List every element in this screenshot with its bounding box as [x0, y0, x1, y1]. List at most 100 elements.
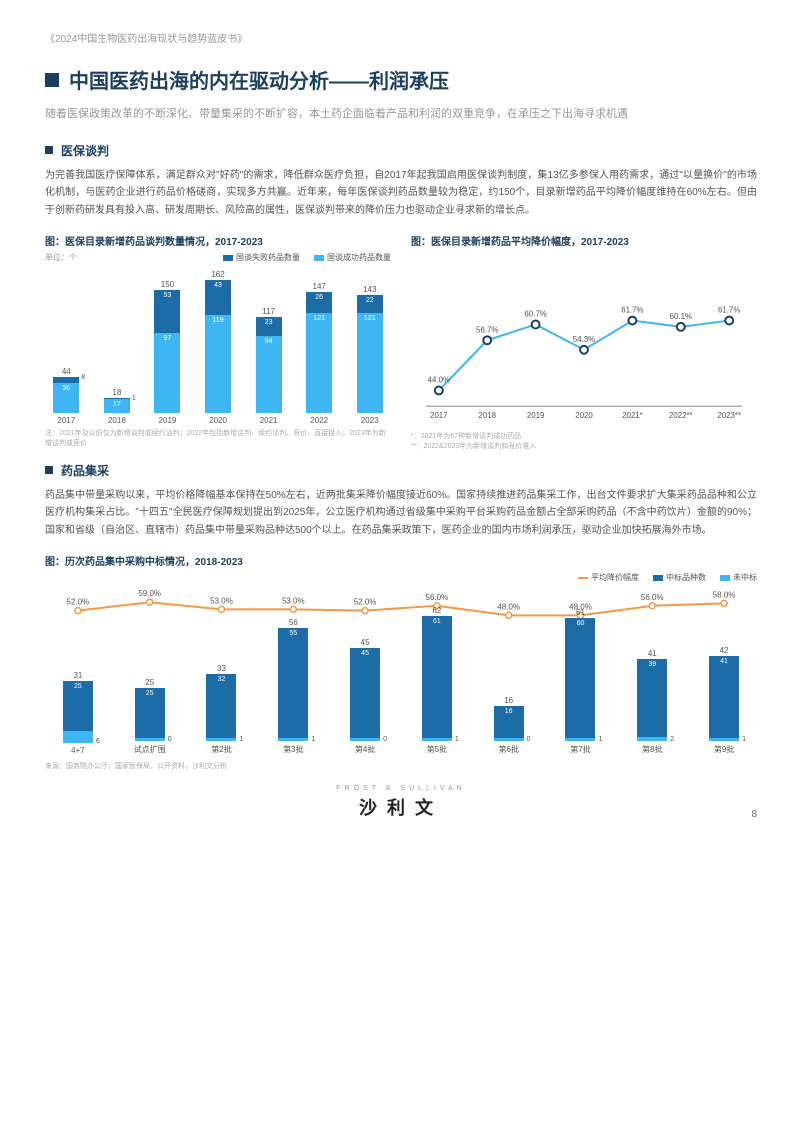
svg-text:2017: 2017	[430, 411, 448, 420]
bar-seg-succ: 121	[357, 313, 383, 413]
chart1-note: 注：2021年及以前仅为新增谈判或续约谈判；2022年包括新增谈判、续约谈判、竞…	[45, 429, 391, 449]
bar-total: 18	[112, 388, 121, 397]
chart1-column: 图：医保目录新增药品谈判数量情况，2017-2023 单位：个 国谈失败药品数量…	[45, 233, 391, 452]
chart3-area: 52.0%59.0%53.0%53.0%52.0%56.0%48.0%48.0%…	[45, 585, 757, 755]
svg-text:52.0%: 52.0%	[67, 598, 90, 607]
bar-group: 14726 121 2022	[298, 282, 341, 425]
bar-seg-label: 1	[742, 736, 746, 743]
bar-seg-win: 55	[278, 628, 308, 738]
bar-group: 33321第2批	[189, 664, 255, 755]
bar-group: 56551第3批	[260, 618, 326, 755]
bar-seg-win: 32	[206, 674, 236, 738]
bar-seg-win: 16	[494, 706, 524, 738]
bar-category: 2018	[108, 416, 126, 425]
bar-total: 147	[313, 282, 326, 291]
bar-seg-label: 32	[206, 676, 236, 683]
bar-seg-label: 23	[256, 319, 282, 326]
bar-seg-label: 121	[357, 315, 383, 322]
bar-seg-fail: 23	[256, 317, 282, 336]
bar-seg-fail: 26	[306, 292, 332, 313]
doc-header: 《2024中国生物医药出海现状与趋势蓝皮书》	[45, 30, 757, 45]
bar-seg-lose: 1	[422, 738, 452, 741]
bar-seg-succ: 121	[306, 313, 332, 413]
bar-stack: 25 0	[135, 688, 165, 741]
legend-label-fail: 国谈失败药品数量	[236, 252, 300, 263]
bar-stack: 321	[206, 674, 236, 741]
chart1-legend: 国谈失败药品数量 国谈成功药品数量	[223, 252, 391, 263]
section1-body: 为完善我国医疗保障体系，满足群众对"好药"的需求，降低群众医疗负担，自2017年…	[45, 167, 757, 220]
bar-seg-label: 55	[278, 630, 308, 637]
page-subtitle: 随着医保政策改革的不断深化、带量集采的不断扩容，本土药企面临着产品和利润的双重竞…	[45, 106, 757, 124]
bar-seg-succ: 36	[53, 383, 79, 413]
bar-group: 61601 第7批	[548, 608, 614, 755]
bar-seg-win: 25	[63, 681, 93, 731]
bar-seg-label: 1	[598, 736, 602, 743]
chart3-title: 图：历次药品集中采购中标情况，2018-2023	[45, 553, 757, 568]
section-bullet	[45, 146, 53, 154]
bar-seg-label: 36	[53, 385, 79, 392]
chart2-note: *：2021年为67种新增谈判成功药品 **：2022&2023年为新增谈判和竞…	[411, 432, 757, 452]
bar-seg-win: 45	[350, 648, 380, 738]
svg-text:2019: 2019	[527, 411, 545, 420]
bar-seg-label: 0	[383, 736, 387, 743]
svg-text:54.3%: 54.3%	[573, 335, 595, 344]
bar-stack: 16 0	[494, 706, 524, 741]
bar-seg-lose: 0	[350, 738, 380, 741]
chart1-unit: 单位：个	[45, 252, 77, 263]
bar-total: 61	[576, 608, 585, 617]
section2-header: 药品集采	[45, 462, 757, 479]
bar-seg-label: 61	[422, 618, 452, 625]
bar-total: 31	[73, 671, 82, 680]
svg-text:53.0%: 53.0%	[210, 597, 233, 606]
chart1-area: 4483620171811720181505397201916243119202…	[45, 265, 391, 425]
svg-text:60.7%: 60.7%	[524, 310, 546, 319]
bar-seg-label: 121	[306, 315, 332, 322]
svg-text:60.1%: 60.1%	[670, 312, 692, 321]
svg-text:48.0%: 48.0%	[497, 603, 520, 612]
bar-seg-label: 43	[205, 282, 231, 289]
chart2-column: 图：医保目录新增药品平均降价幅度，2017-2023 44.0%201756.7…	[411, 233, 757, 452]
svg-text:2020: 2020	[575, 411, 593, 420]
svg-text:2023**: 2023**	[717, 411, 741, 420]
svg-text:56.0%: 56.0%	[641, 593, 664, 602]
bar-group: 41392第8批	[619, 649, 685, 755]
page-number: 8	[751, 809, 757, 820]
bar-seg-label: 0	[527, 736, 531, 743]
title-bullet	[45, 73, 59, 87]
bar-seg-label: 41	[709, 658, 739, 665]
bar-seg-fail: 43	[205, 280, 231, 315]
bar-category: 第2批	[211, 744, 231, 755]
bar-seg-lose: 0	[135, 738, 165, 741]
chart3-legend: 平均降价幅度 中标品种数 未中标	[45, 572, 757, 583]
bar-category: 第8批	[642, 744, 662, 755]
bar-seg-win: 41	[709, 656, 739, 738]
bar-seg-label: 2	[670, 736, 674, 743]
bar-seg-label: 25	[135, 690, 165, 697]
bar-stack: 117	[104, 398, 130, 413]
bar-seg-label: 1	[132, 395, 136, 402]
bar-category: 2017	[57, 416, 75, 425]
chart2-area: 44.0%201756.7%201860.7%201954.3%202061.7…	[411, 268, 757, 428]
bar-stack: 601	[565, 618, 595, 741]
bar-seg-lose: 0	[494, 738, 524, 741]
svg-text:56.0%: 56.0%	[426, 593, 449, 602]
chart1-title: 图：医保目录新增药品谈判数量情况，2017-2023	[45, 233, 391, 248]
bar-seg-label: 1	[311, 736, 315, 743]
bar-total: 56	[289, 618, 298, 627]
bar-category: 2023	[361, 416, 379, 425]
bar-total: 62	[432, 606, 441, 615]
bar-stack: 392	[637, 659, 667, 741]
charts-row-top: 图：医保目录新增药品谈判数量情况，2017-2023 单位：个 国谈失败药品数量…	[45, 233, 757, 452]
legend-swatch-win	[653, 575, 663, 581]
svg-text:44.0%: 44.0%	[428, 376, 450, 385]
bar-seg-label: 16	[494, 708, 524, 715]
bar-category: 第7批	[570, 744, 590, 755]
bar-total: 45	[361, 638, 370, 647]
bar-group: 162431192020	[197, 270, 240, 425]
bar-group: 15053972019	[146, 280, 189, 426]
legend-label-line: 平均降价幅度	[591, 572, 639, 583]
bar-category: 2022	[310, 416, 328, 425]
bar-stack: 836	[53, 377, 79, 413]
bar-group: 143221212023	[348, 285, 391, 425]
bar-group: 448362017	[45, 367, 88, 425]
